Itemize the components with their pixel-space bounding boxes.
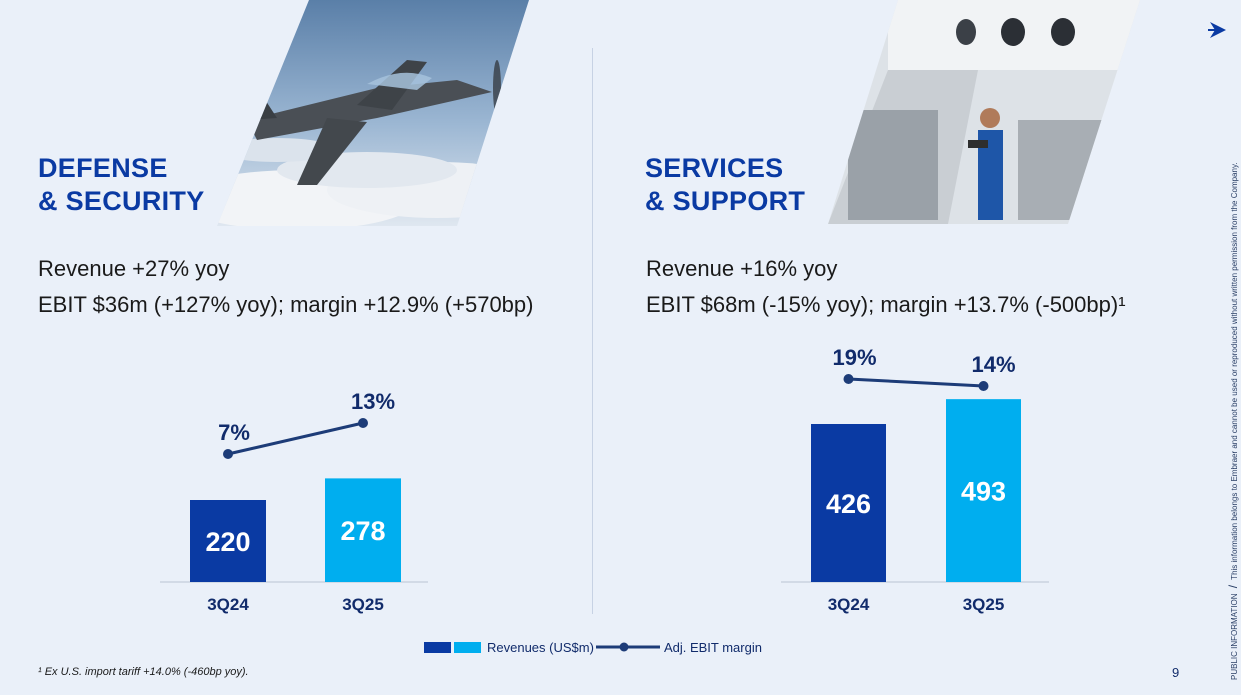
kpi-revenue-defense: Revenue +27% yoy <box>38 256 230 281</box>
bar-3q24 <box>190 500 266 582</box>
kpi-ebit-defense: EBIT $36m (+127% yoy); margin +12.9% (+5… <box>38 292 534 317</box>
disclaimer-text: This information belongs to Embraer and … <box>1230 162 1239 580</box>
ebit-margin-line <box>227 421 364 456</box>
classification-label: PUBLIC INFORMATION <box>1230 593 1239 680</box>
maintenance-photo <box>828 0 1140 224</box>
title-line: SERVICES <box>645 153 784 183</box>
aircraft-photo <box>217 0 529 226</box>
bar-3q25 <box>946 399 1021 582</box>
section-title-services: SERVICES & SUPPORT <box>645 152 805 218</box>
ebit-margin-label: 19% <box>832 345 876 370</box>
ebit-margin-point <box>978 381 989 391</box>
bar-3q24 <box>811 424 886 582</box>
category-label: 3Q25 <box>963 595 1005 614</box>
category-label: 3Q25 <box>342 595 384 614</box>
ebit-margin-label: 13% <box>351 389 395 414</box>
legend-revenues-label: Revenues (US$m) <box>487 639 594 655</box>
legend-ebit-label: Adj. EBIT margin <box>663 639 762 655</box>
title-line: & SECURITY <box>38 186 205 216</box>
legend-swatch-dark <box>424 641 451 653</box>
kpi-ebit-services: EBIT $68m (-15% yoy); margin +13.7% (-50… <box>646 292 1126 317</box>
bar-value-label: 278 <box>340 516 385 546</box>
ebit-margin-point <box>223 449 233 459</box>
bar-3q25 <box>325 478 401 582</box>
legend-swatch-light <box>454 641 481 653</box>
page-number: 9 <box>1172 665 1180 680</box>
ebit-margin-line <box>848 377 984 388</box>
category-label: 3Q24 <box>207 595 249 614</box>
title-line: DEFENSE <box>38 153 168 183</box>
panel-divider <box>592 48 593 614</box>
ebit-margin-point <box>358 418 368 428</box>
side-disclaimer: PUBLIC INFORMATION / This information be… <box>1226 120 1240 680</box>
bar-value-label: 426 <box>826 489 871 519</box>
bar-value-label: 220 <box>205 527 250 557</box>
arrow-icon <box>1208 22 1226 38</box>
title-line: & SUPPORT <box>645 186 806 216</box>
category-label: 3Q24 <box>828 595 870 614</box>
footnote: ¹ Ex U.S. import tariff +14.0% (-460bp y… <box>38 666 249 678</box>
section-title-defense: DEFENSE & SECURITY <box>38 152 205 218</box>
ebit-margin-label: 7% <box>218 420 250 445</box>
chart-legend: Revenues (US$m) Adj. EBIT margin <box>424 636 762 658</box>
legend-line-icon <box>595 642 660 652</box>
kpi-revenue-services: Revenue +16% yoy <box>646 256 838 281</box>
ebit-margin-point <box>843 374 854 384</box>
separator-glyph: / <box>1226 584 1240 589</box>
defense-chart: 220 3Q24 278 3Q25 7% 13% <box>160 389 428 614</box>
ebit-margin-label: 14% <box>971 352 1015 377</box>
services-chart: 426 3Q24 493 3Q25 19% 14% <box>781 345 1049 614</box>
bar-value-label: 493 <box>961 477 1006 507</box>
